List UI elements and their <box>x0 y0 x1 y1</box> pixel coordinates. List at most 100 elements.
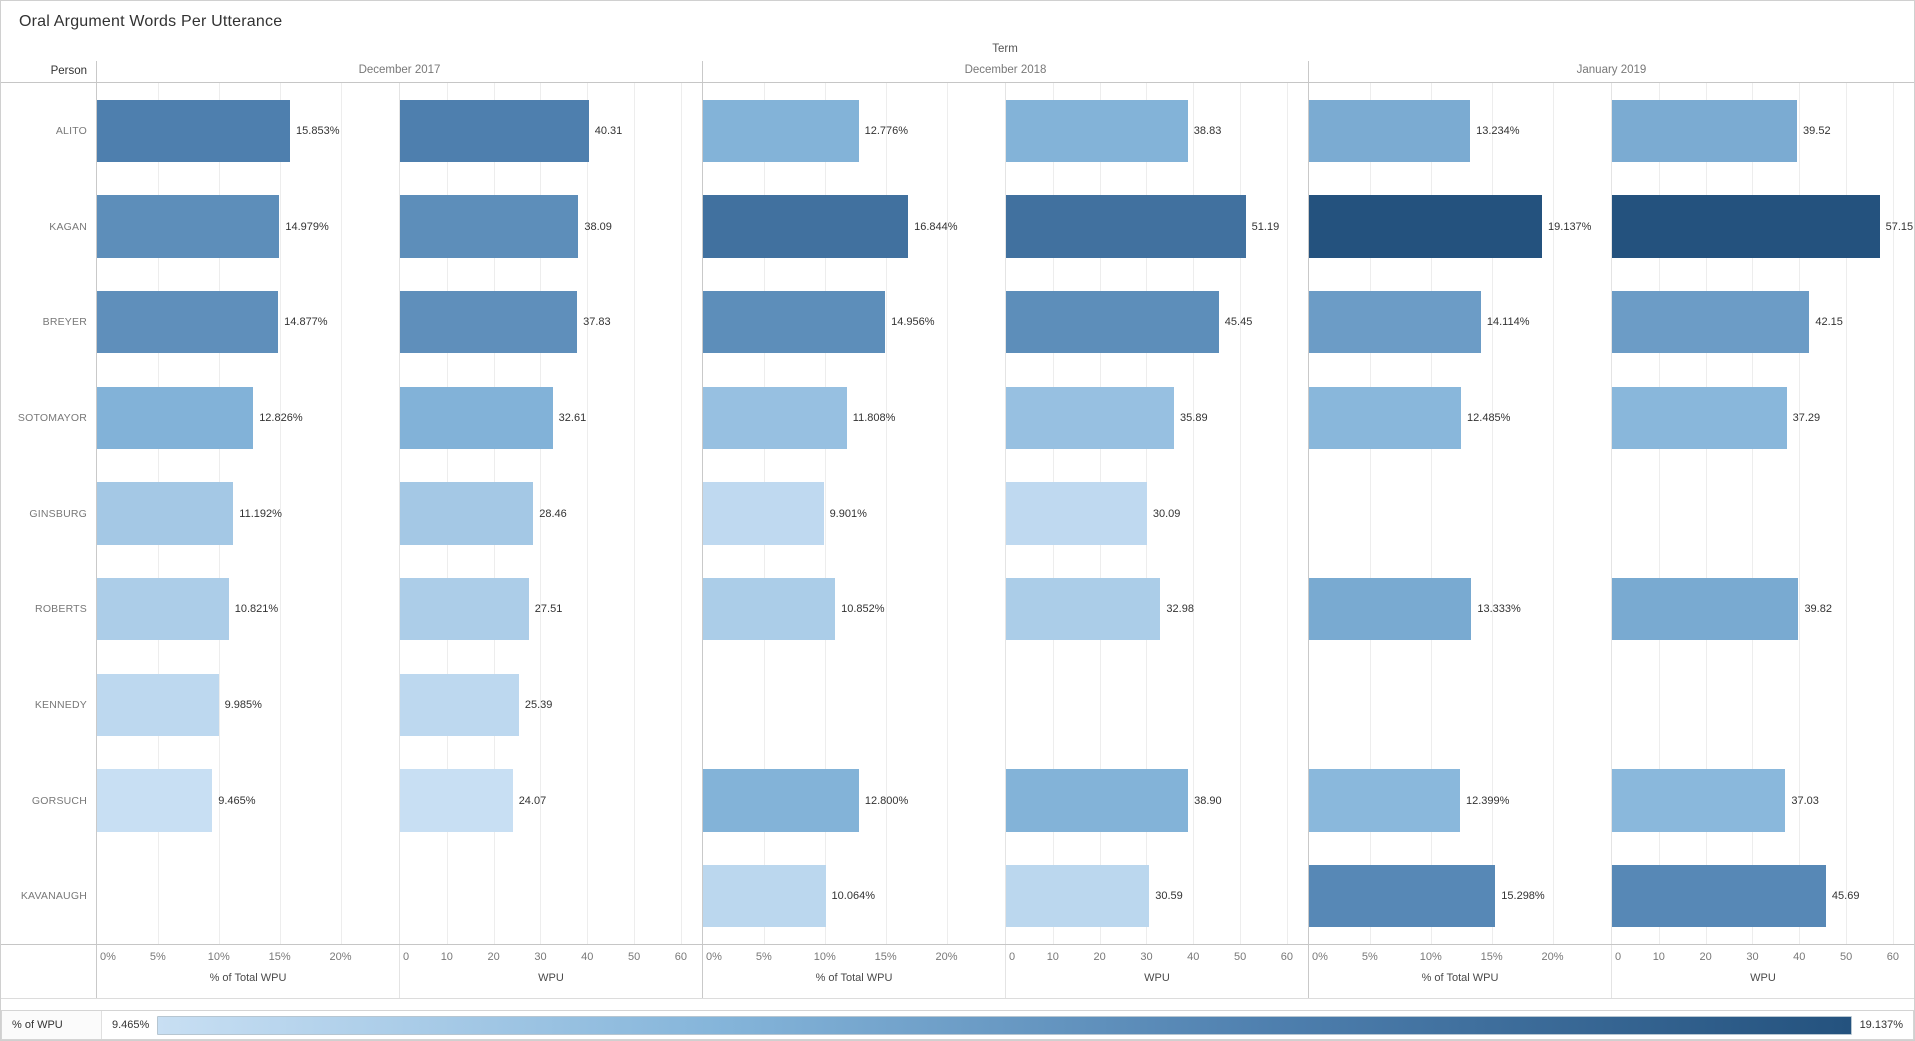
axis-cell: 0 10 20 30 40 50 60 WPU <box>1005 945 1308 998</box>
bar[interactable] <box>400 386 553 449</box>
axis-tick-label: 30 <box>1746 951 1759 963</box>
bar[interactable] <box>1612 291 1810 354</box>
bar[interactable] <box>400 769 513 832</box>
bar[interactable] <box>1006 482 1147 545</box>
bar[interactable] <box>1612 865 1826 928</box>
gridline <box>634 83 636 944</box>
bar[interactable] <box>703 482 824 545</box>
bar[interactable] <box>97 578 229 641</box>
bar[interactable] <box>1612 386 1787 449</box>
bar[interactable] <box>1309 291 1481 354</box>
bar-value-label: 45.45 <box>1224 316 1253 329</box>
bar[interactable] <box>1612 769 1786 832</box>
bar[interactable] <box>97 673 219 736</box>
bar[interactable] <box>97 769 213 832</box>
chart-panel: 40.31 38.09 37.83 32.61 28.46 27.51 25.39 24.07 <box>399 83 702 944</box>
axis-cell: 0 10 20 30 40 50 60 WPU <box>399 945 702 998</box>
axis-tick-label: 40 <box>1793 951 1806 963</box>
bar[interactable] <box>400 291 578 354</box>
bar[interactable] <box>703 195 909 258</box>
bar-row <box>1612 657 1914 753</box>
bar[interactable] <box>1006 865 1150 928</box>
bar[interactable] <box>1309 769 1460 832</box>
chart-panel: 38.83 51.19 45.45 35.89 30.09 32.98 38.90 30.59 <box>1005 83 1308 944</box>
bar-value-label: 15.298% <box>1501 890 1545 903</box>
axis-tick-label: 15% <box>1480 951 1503 963</box>
axis-tick-label: 10% <box>813 951 836 963</box>
bar[interactable] <box>400 673 519 736</box>
axis-title: WPU <box>1750 972 1776 984</box>
bar[interactable] <box>97 99 291 162</box>
bar[interactable] <box>703 865 826 928</box>
bar-value-label: 30.59 <box>1155 890 1183 903</box>
bar[interactable] <box>97 195 280 258</box>
bar[interactable] <box>1309 99 1471 162</box>
bar[interactable] <box>1006 386 1175 449</box>
bar[interactable] <box>1006 99 1188 162</box>
gridline <box>1369 83 1371 944</box>
bar-value-label: 13.234% <box>1476 124 1520 137</box>
bar-row: 12.800% <box>703 753 1005 849</box>
bar-row: 12.485% <box>1309 370 1611 466</box>
bar[interactable] <box>400 195 579 258</box>
bar-row: 9.985% <box>97 657 399 753</box>
bar[interactable] <box>1309 865 1496 928</box>
gridline <box>1658 83 1660 944</box>
axis-tick-label: 20 <box>487 951 500 963</box>
bar-value-label: 16.844% <box>914 220 958 233</box>
term-caption: Term <box>992 43 1018 55</box>
bar-value-label: 15.853% <box>296 124 340 137</box>
legend-spacer <box>1 999 1914 1010</box>
bar[interactable] <box>400 578 529 641</box>
axis-tick-label: 60 <box>674 951 688 963</box>
bar[interactable] <box>1006 769 1189 832</box>
axis-tick-label: 40 <box>1187 951 1200 963</box>
bar[interactable] <box>1006 291 1219 354</box>
term-header: December 2017 <box>96 61 702 82</box>
bar[interactable] <box>1612 578 1799 641</box>
bar-value-label: 39.52 <box>1803 124 1831 137</box>
bar[interactable] <box>1612 99 1798 162</box>
bar[interactable] <box>1309 386 1462 449</box>
bar-row: 15.853% <box>97 83 399 179</box>
bar-row: 40.31 <box>400 83 702 179</box>
bar-row: 37.29 <box>1612 370 1914 466</box>
bar-value-label: 14.877% <box>284 316 328 329</box>
bar[interactable] <box>703 291 886 354</box>
bar-row: 11.808% <box>703 370 1005 466</box>
bar-row: 45.45 <box>1006 274 1308 370</box>
bar-value-label: 57.15 <box>1885 220 1914 233</box>
bar-row: 35.89 <box>1006 370 1308 466</box>
bar-value-label: 12.826% <box>259 411 303 424</box>
bar-row: 9.465% <box>97 753 399 849</box>
bar[interactable] <box>703 769 859 832</box>
axis-title: % of Total WPU <box>209 972 287 984</box>
gridline <box>1892 83 1894 944</box>
bar-row: 11.192% <box>97 466 399 562</box>
bar[interactable] <box>400 99 589 162</box>
axis-tick-label: 0 <box>1615 951 1622 963</box>
bar[interactable] <box>1006 195 1246 258</box>
bar-value-label: 14.114% <box>1486 316 1530 329</box>
bar-value-label: 51.19 <box>1251 220 1280 233</box>
bar-row <box>703 657 1005 753</box>
axis-tick-label: 50 <box>1839 951 1853 963</box>
bar[interactable] <box>703 99 859 162</box>
bar[interactable] <box>1006 578 1161 641</box>
bar[interactable] <box>1612 195 1880 258</box>
bar[interactable] <box>97 482 234 545</box>
bar[interactable] <box>703 386 847 449</box>
bar[interactable] <box>97 386 254 449</box>
bar[interactable] <box>1309 195 1543 258</box>
bar-row: 12.399% <box>1309 753 1611 849</box>
bar-row: 25.39 <box>400 657 702 753</box>
bar[interactable] <box>97 291 279 354</box>
bar-row: 32.61 <box>400 370 702 466</box>
bar[interactable] <box>1309 578 1472 641</box>
bar[interactable] <box>400 482 534 545</box>
chart-panel: 39.52 57.15 42.15 37.29 39.82 37.03 45.69 <box>1611 83 1914 944</box>
term-header: January 2019 <box>1308 61 1914 82</box>
term-header: December 2018 <box>702 61 1308 82</box>
bar[interactable] <box>703 578 836 641</box>
chart-panel: 15.853% 14.979% 14.877% 12.826% 11.192% 10.82… <box>96 83 399 944</box>
